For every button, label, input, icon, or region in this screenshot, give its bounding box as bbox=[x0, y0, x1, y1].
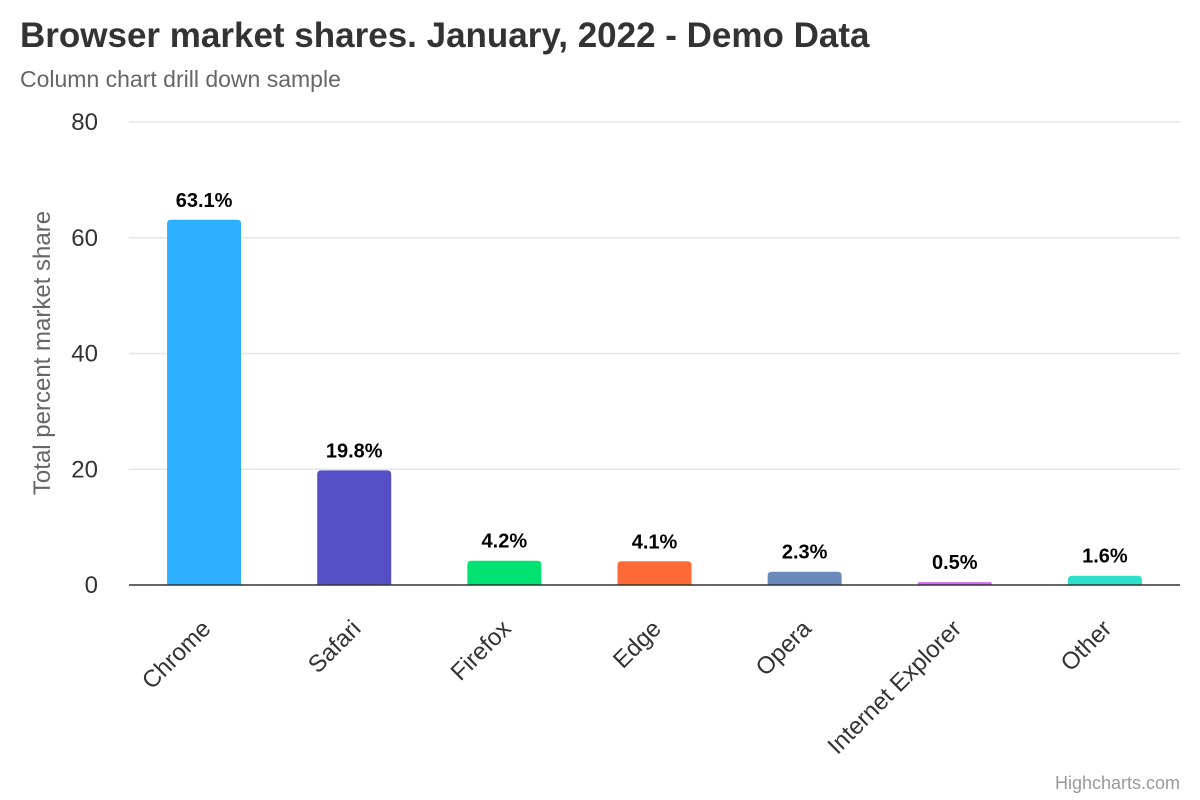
x-tick-label: Firefox bbox=[446, 615, 517, 686]
y-tick-label: 0 bbox=[85, 572, 98, 599]
chart-subtitle: Column chart drill down sample bbox=[20, 66, 341, 92]
bar-series bbox=[167, 219, 1142, 585]
bar-edge bbox=[617, 561, 692, 585]
y-axis-title: Total percent market share bbox=[29, 211, 56, 495]
chart-title: Browser market shares. January, 2022 - D… bbox=[20, 16, 870, 55]
bar-other bbox=[1067, 575, 1142, 585]
data-label: 19.8% bbox=[326, 440, 383, 462]
data-label: 63.1% bbox=[176, 190, 233, 212]
data-label: 4.2% bbox=[482, 531, 528, 553]
bar-opera bbox=[767, 571, 842, 585]
x-tick-label: Opera bbox=[751, 615, 818, 682]
data-labels: 63.1% 19.8% 4.2% 4.1% 2.3% 0.5% 1.6% bbox=[176, 190, 1128, 574]
bar-firefox bbox=[467, 560, 542, 585]
y-tick-label: 20 bbox=[71, 456, 98, 483]
y-tick-label: 80 bbox=[71, 109, 98, 136]
x-tick-label: Safari bbox=[303, 615, 366, 678]
y-tick-label: 60 bbox=[71, 225, 98, 252]
x-tick-label: Chrome bbox=[137, 615, 216, 694]
data-label: 4.1% bbox=[632, 531, 678, 553]
data-label: 1.6% bbox=[1082, 546, 1128, 568]
x-tick-label: Edge bbox=[608, 615, 667, 674]
x-tick-label: Internet Explorer bbox=[822, 615, 967, 760]
bar-safari bbox=[317, 470, 392, 585]
bar-chrome bbox=[167, 219, 242, 585]
data-label: 0.5% bbox=[932, 552, 978, 574]
data-label: 2.3% bbox=[782, 542, 828, 564]
y-tick-label: 40 bbox=[71, 341, 98, 368]
gridlines bbox=[129, 121, 1180, 470]
x-tick-label: Other bbox=[1056, 615, 1118, 677]
credits-link[interactable]: Highcharts.com bbox=[1054, 773, 1180, 793]
